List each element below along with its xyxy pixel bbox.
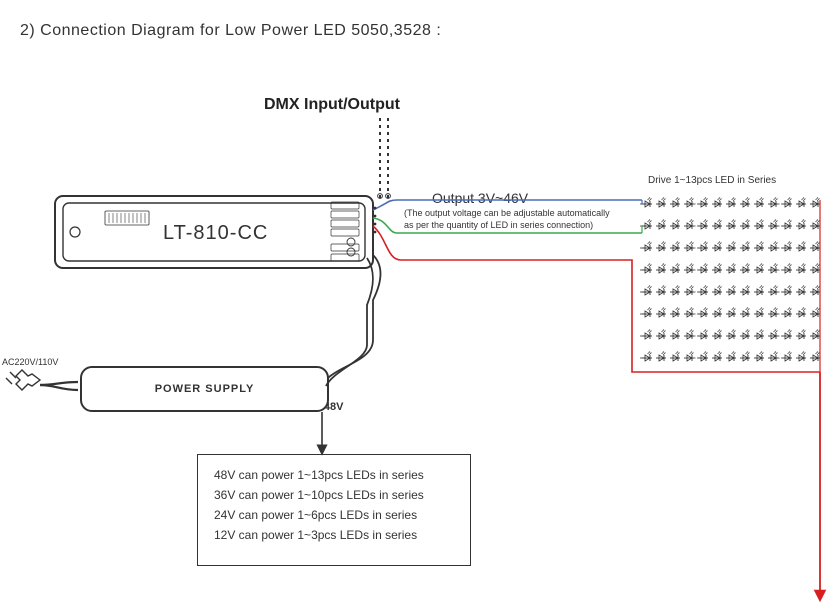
diagram-svg: LT-810-CC (0, 0, 839, 609)
svg-text:LT-810-CC: LT-810-CC (163, 222, 268, 244)
